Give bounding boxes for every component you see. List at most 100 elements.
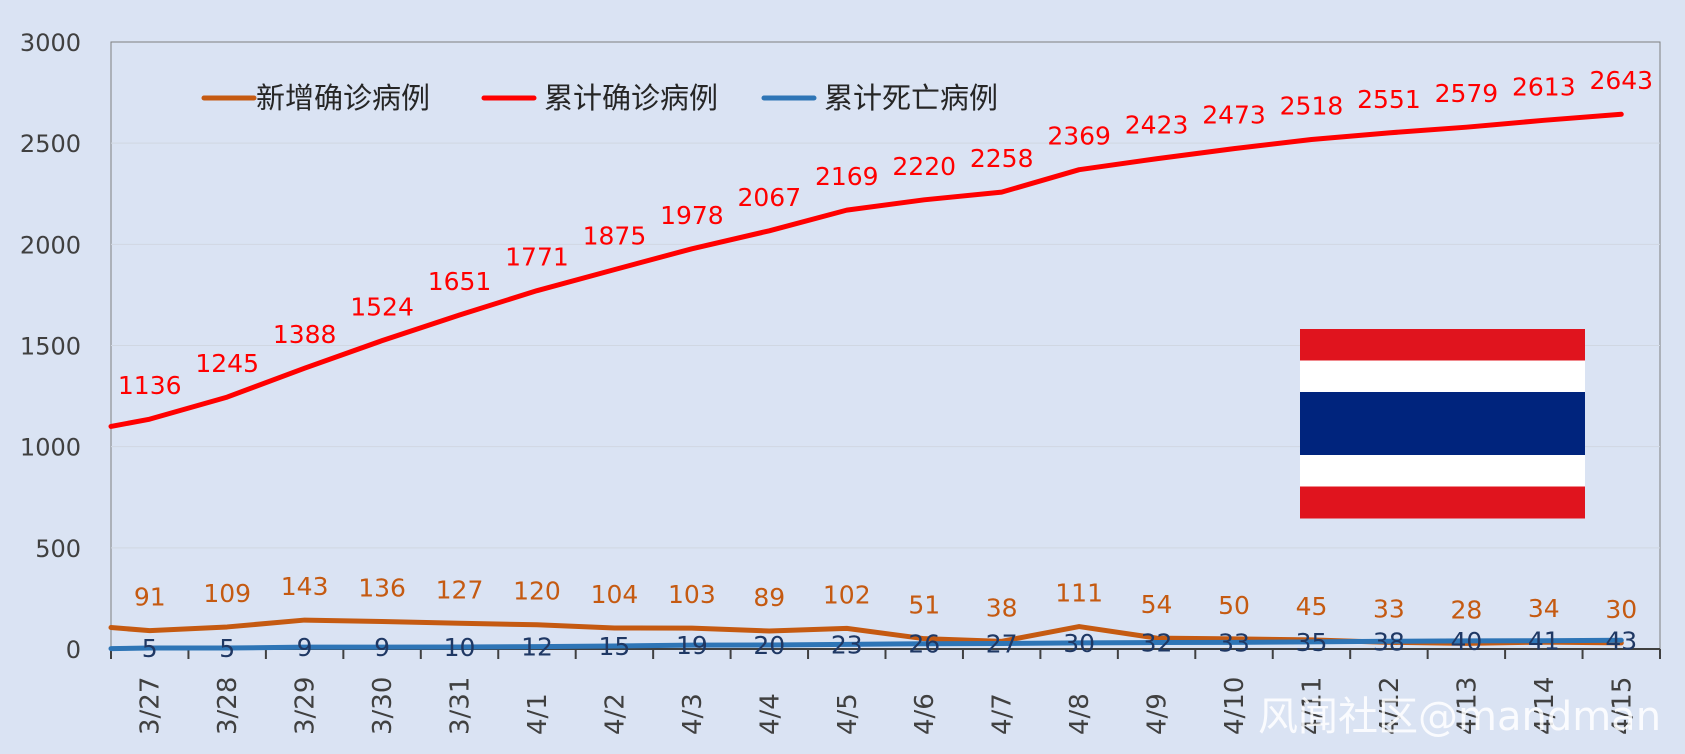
data-label: 40	[1450, 627, 1482, 656]
thailand-flag-icon	[1300, 329, 1585, 519]
data-label: 111	[1055, 579, 1103, 608]
data-label: 34	[1528, 594, 1560, 623]
data-label: 9	[297, 633, 313, 662]
data-label: 28	[1450, 595, 1482, 624]
data-label: 2518	[1280, 92, 1344, 121]
x-tick-label: 4/5	[833, 693, 863, 735]
data-label: 12	[521, 633, 553, 662]
legend-entry: 累计死亡病例	[824, 81, 998, 115]
x-tick-label: 3/31	[446, 677, 476, 735]
data-label: 2613	[1512, 72, 1576, 101]
x-tick-label: 4/15	[1607, 677, 1637, 735]
data-label: 50	[1218, 591, 1250, 620]
flag-stripe	[1300, 392, 1585, 456]
data-label: 1771	[505, 243, 569, 272]
data-label: 2220	[892, 152, 956, 181]
x-tick-label: 4/9	[1143, 693, 1173, 735]
data-label: 33	[1373, 594, 1405, 623]
data-label: 51	[908, 591, 940, 620]
data-label: 2423	[1125, 111, 1189, 140]
data-label: 109	[203, 579, 251, 608]
data-label: 38	[1373, 627, 1405, 656]
data-label: 2579	[1435, 79, 1499, 108]
x-tick-label: 4/12	[1375, 677, 1405, 735]
legend-entry: 新增确诊病例	[256, 81, 430, 115]
x-tick-label: 4/14	[1530, 677, 1560, 735]
data-label: 5	[219, 634, 235, 663]
x-tick-label: 4/2	[600, 693, 630, 735]
y-tick-label: 2000	[20, 231, 81, 259]
x-tick-label: 4/10	[1220, 677, 1250, 735]
flag-stripe	[1300, 360, 1585, 393]
y-tick-label: 0	[66, 636, 81, 664]
data-label: 103	[668, 580, 716, 609]
data-label: 2169	[815, 162, 879, 191]
data-label: 1245	[195, 349, 259, 378]
data-label: 1651	[428, 267, 492, 296]
x-tick-label: 4/11	[1297, 677, 1327, 735]
x-tick-label: 4/13	[1452, 677, 1482, 735]
data-label: 27	[986, 630, 1018, 659]
data-label: 54	[1141, 590, 1173, 619]
data-label: 5	[142, 634, 158, 663]
data-label: 19	[676, 631, 708, 660]
x-axis: 3/27 3/28 3/29 3/30 3/31 4/1 4/2 4/3 4/4 4/5 4/6 4/…	[110, 648, 1661, 735]
data-label: 43	[1605, 626, 1637, 655]
x-tick-label: 4/3	[678, 693, 708, 735]
series-line	[108, 637, 1624, 652]
x-tick-label: 4/1	[523, 693, 553, 735]
x-tick-label: 3/29	[291, 677, 321, 735]
data-labels: 1136124513881524165117711875197820672169…	[118, 66, 1653, 663]
data-label: 20	[753, 631, 785, 660]
data-label: 2551	[1357, 85, 1421, 114]
flag-stripe	[1300, 329, 1585, 361]
x-tick-label: 3/27	[136, 677, 166, 735]
data-label: 45	[1296, 592, 1328, 621]
data-label: 2258	[970, 144, 1034, 173]
series-line	[108, 111, 1624, 429]
data-label: 120	[513, 577, 561, 606]
x-tick-label: 4/4	[755, 693, 785, 735]
data-label: 1875	[583, 222, 647, 251]
data-label: 136	[358, 573, 406, 602]
data-label: 1388	[273, 320, 337, 349]
x-tick-label: 3/28	[213, 677, 243, 735]
data-label: 30	[1063, 629, 1095, 658]
data-label: 15	[599, 632, 631, 661]
data-label: 2473	[1202, 101, 1266, 130]
y-tick-label: 2500	[20, 130, 81, 158]
data-label: 1524	[350, 293, 414, 322]
data-label: 1136	[118, 371, 182, 400]
data-label: 91	[134, 583, 166, 612]
data-label: 30	[1605, 595, 1637, 624]
y-tick-label: 1000	[20, 434, 81, 462]
series-lines	[108, 111, 1624, 652]
data-label: 9	[374, 633, 390, 662]
flag-stripe	[1300, 486, 1585, 519]
data-label: 2643	[1589, 66, 1653, 95]
y-tick-label: 3000	[20, 29, 81, 57]
y-tick-label: 1500	[20, 333, 81, 361]
data-label: 33	[1218, 628, 1250, 657]
x-tick-label: 4/6	[910, 693, 940, 735]
data-label: 89	[753, 583, 785, 612]
flag-stripe	[1300, 455, 1585, 487]
data-label: 2067	[738, 183, 802, 212]
data-label: 10	[444, 633, 476, 662]
data-label: 104	[591, 580, 639, 609]
y-axis: 0 500 1000 1500 2000 2500 3000	[20, 29, 81, 664]
data-label: 32	[1141, 629, 1173, 658]
legend: 新增确诊病例 累计确诊病例 累计死亡病例	[201, 81, 998, 115]
data-label: 38	[986, 593, 1018, 622]
x-tick-label: 4/8	[1065, 693, 1095, 735]
data-label: 1978	[660, 201, 724, 230]
data-label: 23	[831, 630, 863, 659]
data-label: 41	[1528, 627, 1560, 656]
watermark: 风闻社区@mandman	[1258, 694, 1661, 740]
data-label: 143	[281, 572, 329, 601]
x-tick-label: 3/30	[368, 677, 398, 735]
y-tick-label: 500	[35, 535, 81, 563]
data-label: 127	[436, 575, 484, 604]
data-label: 2369	[1047, 122, 1111, 151]
data-label: 26	[908, 630, 940, 659]
